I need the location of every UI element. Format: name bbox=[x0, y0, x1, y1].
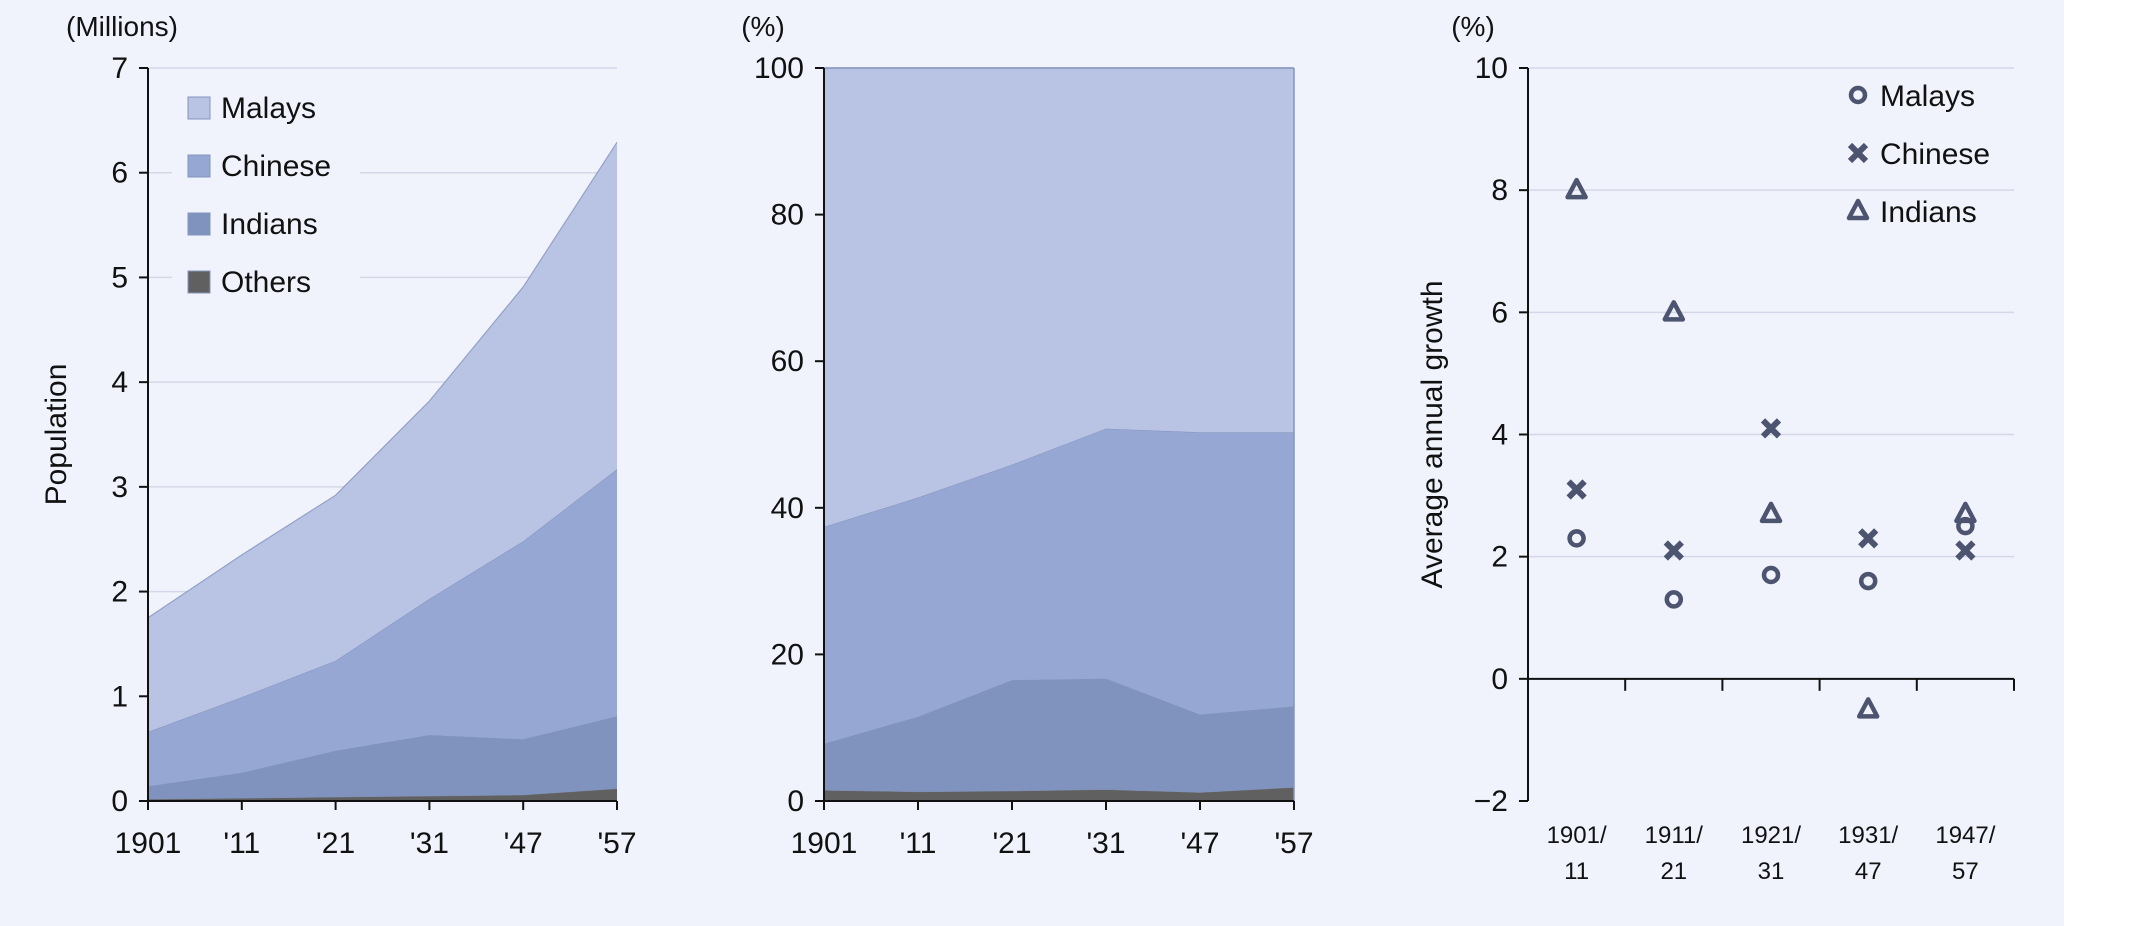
population-figure: 0 1 2 3 4 5 6 7 1901 '11 '21 '31 '47 '57 (Millions) Pop… bbox=[0, 0, 2064, 926]
x-tick-label: 1901 bbox=[115, 827, 182, 860]
x-tick-label: '31 bbox=[410, 827, 449, 860]
x-tick-label: 1911/ bbox=[1645, 822, 1704, 849]
legend-marker-indians bbox=[1846, 198, 1870, 221]
x-tick-label: 1931/ bbox=[1838, 822, 1898, 849]
legend-label-malays: Malays bbox=[221, 92, 316, 125]
x-tick-label: 47 bbox=[1855, 858, 1882, 885]
marker-indians bbox=[1954, 501, 1977, 524]
y-tick-label: 6 bbox=[1491, 296, 1508, 329]
x-tick-label: 11 bbox=[1564, 858, 1589, 885]
legend-label-others: Others bbox=[221, 266, 311, 299]
y-axis-title: Population bbox=[40, 364, 73, 506]
legend-swatch-indians bbox=[187, 212, 211, 236]
y-tick-label: 1 bbox=[111, 680, 128, 713]
x-tick-label: 1947/ bbox=[1935, 822, 1995, 849]
y-tick-label: 0 bbox=[787, 785, 804, 818]
marker-malays bbox=[1664, 590, 1684, 609]
area-indians-panel0 bbox=[148, 716, 617, 799]
y-tick-label: 0 bbox=[1491, 663, 1508, 696]
y-tick-label: 2 bbox=[111, 576, 128, 609]
x-tick-label: '21 bbox=[992, 827, 1031, 860]
legend-marker-chinese bbox=[1847, 142, 1869, 164]
x-tick-label: 31 bbox=[1758, 858, 1785, 885]
y-axis-title: Average annual growth bbox=[1416, 281, 1449, 589]
x-tick-label: 1901 bbox=[791, 827, 858, 860]
marker-malays bbox=[1567, 529, 1586, 548]
y-tick-label: 4 bbox=[1491, 419, 1508, 452]
x-tick-label: '47 bbox=[504, 827, 543, 860]
y-tick-label: 100 bbox=[754, 52, 804, 85]
x-tick-label: '57 bbox=[1274, 827, 1313, 860]
y-tick-label: 20 bbox=[771, 638, 804, 671]
marker-malays bbox=[1761, 565, 1781, 585]
area-others-panel1 bbox=[824, 787, 1294, 801]
marker-malays bbox=[1858, 571, 1878, 591]
marker-chinese bbox=[1955, 540, 1976, 561]
x-tick-label: '57 bbox=[597, 827, 636, 860]
x-tick-label: 21 bbox=[1660, 858, 1687, 885]
legend-label-malays: Malays bbox=[1880, 80, 1975, 113]
x-tick-label: 1901/ bbox=[1547, 822, 1607, 849]
legend-marker-malays bbox=[1848, 85, 1868, 105]
legend-label-chinese: Chinese bbox=[221, 150, 331, 183]
y-tick-label: −2 bbox=[1474, 785, 1508, 818]
y-tick-label: 3 bbox=[111, 471, 128, 504]
marker-indians bbox=[1856, 697, 1880, 719]
y-tick-label: 4 bbox=[111, 366, 128, 399]
legend-swatch-chinese bbox=[187, 154, 211, 178]
unit-label: (%) bbox=[1451, 11, 1495, 42]
y-tick-label: 80 bbox=[771, 199, 804, 232]
y-tick-label: 10 bbox=[1475, 52, 1508, 85]
y-tick-label: 5 bbox=[111, 261, 128, 294]
marker-indians bbox=[1759, 501, 1783, 524]
legend-label-indians: Indians bbox=[1880, 196, 1977, 229]
x-tick-label: 57 bbox=[1952, 858, 1979, 885]
x-tick-label: '11 bbox=[223, 827, 260, 860]
x-tick-label: '31 bbox=[1086, 827, 1125, 860]
y-tick-label: 60 bbox=[771, 345, 804, 378]
marker-chinese bbox=[1858, 528, 1879, 549]
area-malays-panel1 bbox=[824, 68, 1294, 527]
y-tick-label: 6 bbox=[111, 157, 128, 190]
x-tick-label: '21 bbox=[316, 827, 355, 860]
unit-label: (Millions) bbox=[66, 11, 178, 42]
legend-label-indians: Indians bbox=[221, 208, 318, 241]
area-malays-panel0 bbox=[148, 142, 617, 732]
y-tick-label: 2 bbox=[1491, 541, 1508, 574]
marker-indians bbox=[1565, 177, 1588, 200]
x-tick-label: '11 bbox=[900, 827, 937, 860]
legend-label-chinese: Chinese bbox=[1880, 138, 1990, 171]
marker-chinese bbox=[1760, 418, 1782, 439]
x-tick-label: '47 bbox=[1180, 827, 1219, 860]
unit-label: (%) bbox=[741, 11, 785, 42]
y-tick-label: 8 bbox=[1491, 174, 1508, 207]
area-chinese-panel1 bbox=[824, 428, 1294, 744]
legend-swatch-others bbox=[187, 270, 211, 294]
x-tick-label: 1921/ bbox=[1741, 822, 1801, 849]
area-chinese-panel0 bbox=[148, 469, 617, 787]
marker-chinese bbox=[1566, 479, 1587, 500]
area-indians-panel1 bbox=[824, 678, 1294, 793]
marker-indians bbox=[1662, 300, 1686, 322]
legend-swatch-malays bbox=[187, 96, 211, 120]
marker-chinese bbox=[1663, 540, 1684, 561]
y-tick-label: 7 bbox=[111, 52, 128, 85]
area-edge-malays-panel0 bbox=[147, 141, 618, 619]
y-tick-label: 0 bbox=[111, 785, 128, 818]
y-tick-label: 40 bbox=[771, 492, 804, 525]
